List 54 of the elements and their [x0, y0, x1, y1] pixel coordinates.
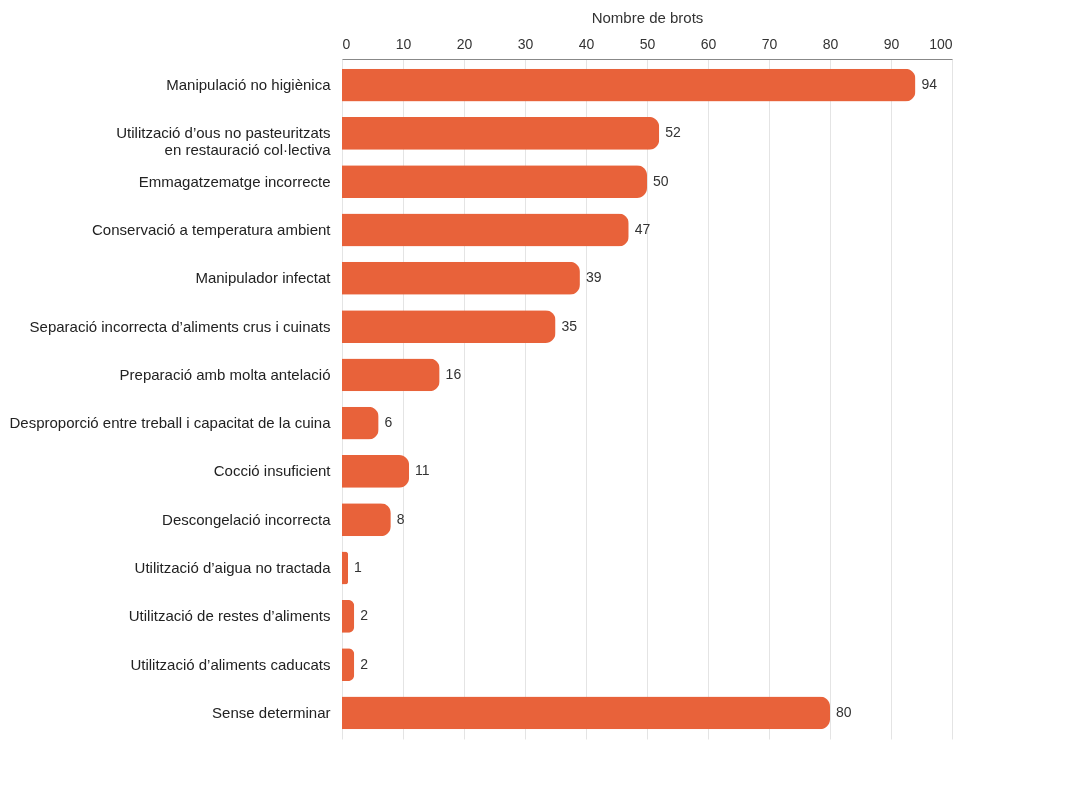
- y-tick-label: Separació incorrecta d’aliments crus i cuinats: [29, 317, 331, 335]
- data-label: 8: [396, 510, 405, 527]
- bar: [342, 455, 410, 488]
- y-tick-label: Utilització de restes d’aliments: [128, 607, 331, 625]
- y-tick-label: Manipulador infectat: [195, 269, 332, 287]
- data-label: 50: [653, 172, 669, 189]
- bar: [342, 648, 355, 682]
- x-tick-label: 0: [342, 35, 351, 52]
- bar: [342, 551, 349, 585]
- y-tick-label: Conservació a temperatura ambient: [92, 220, 332, 238]
- x-tick-label: 20: [456, 35, 473, 52]
- y-tick-label: Utilització d’aliments caducats: [130, 655, 331, 673]
- y-tick-label: Emmagatzematge incorrecte: [138, 172, 331, 190]
- bar: [342, 599, 355, 633]
- bar: [342, 358, 440, 392]
- data-label: 1: [354, 559, 363, 576]
- data-label: 6: [384, 414, 393, 431]
- x-tick-label: 100: [929, 35, 953, 52]
- data-label: 52: [665, 124, 681, 141]
- x-tick-label: 30: [517, 35, 534, 52]
- y-tick-label: Cocció insuficient: [213, 462, 332, 480]
- bar: [342, 696, 830, 730]
- bar: [342, 213, 629, 247]
- bar: [342, 310, 556, 343]
- data-label: 39: [585, 269, 602, 286]
- x-tick-label: 40: [578, 35, 595, 52]
- x-tick-label: 90: [883, 35, 900, 52]
- bar: [342, 116, 660, 150]
- bar: [342, 68, 916, 102]
- data-label: 35: [561, 317, 578, 334]
- y-tick-label: Preparació amb molta antelació: [119, 365, 331, 383]
- bar: [342, 406, 379, 440]
- data-label: 94: [921, 76, 938, 93]
- bar: [342, 165, 647, 199]
- data-label: 11: [415, 462, 430, 479]
- x-tick-label: 60: [700, 35, 717, 52]
- x-tick-label: 50: [639, 35, 656, 52]
- x-tick-label: 80: [822, 35, 839, 52]
- y-tick-label: Utilització d’aigua no tractada: [134, 559, 332, 577]
- data-label: 16: [445, 365, 462, 382]
- bar: [342, 503, 391, 537]
- x-axis-title: Nombre de brots: [591, 8, 704, 26]
- data-label: 80: [836, 703, 852, 720]
- y-tick-label: Manipulació no higiènica: [166, 76, 332, 94]
- x-tick-label: 70: [761, 35, 778, 52]
- data-label: 2: [360, 607, 369, 624]
- y-tick-label: Desproporció entre treball i capacitat de la cuina: [9, 414, 332, 432]
- data-label: 47: [634, 220, 651, 237]
- y-tick-label: Descongelació incorrecta: [162, 510, 332, 528]
- data-label: 2: [360, 655, 369, 672]
- y-tick-label: Sense determinar: [212, 703, 331, 721]
- y-tick-label: Utilització d’ous no pasteuritzats en restauració col·lectiva: [116, 124, 332, 159]
- bar: [342, 261, 580, 295]
- x-tick-label: 10: [395, 35, 412, 52]
